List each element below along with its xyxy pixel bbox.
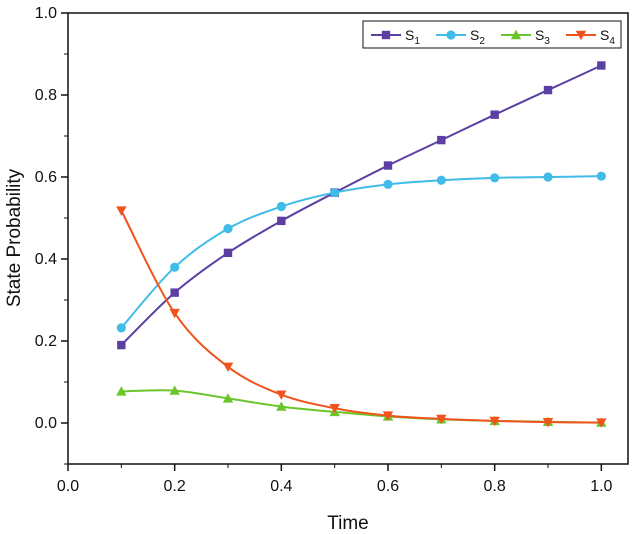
data-point-s3 (276, 401, 287, 411)
x-tick-label: 1.0 (590, 478, 612, 495)
data-point-s4 (169, 308, 180, 319)
data-point-s1 (170, 288, 179, 297)
series-line-s3 (121, 389, 602, 424)
data-point-s1 (437, 135, 446, 145)
x-tick-label: 0.0 (57, 478, 79, 495)
plot-frame (67, 12, 629, 465)
data-point-s4 (382, 411, 394, 421)
y-tick-label: 0.4 (35, 251, 57, 268)
data-point-s4 (276, 390, 287, 400)
legend-item-s4: S4 (566, 27, 615, 47)
x-tick-label: 0.2 (164, 478, 186, 495)
y-axis-ticks: 0.0 0.2 0.4 0.6 0.8 1.0 (35, 5, 68, 465)
data-point-s4 (116, 206, 127, 216)
legend-marker (381, 30, 391, 40)
data-point-s2 (223, 224, 233, 234)
y-tick-label: 1.0 (35, 5, 57, 22)
y-tick-label: 0.6 (35, 169, 57, 186)
data-point-s2 (383, 179, 393, 189)
data-point-s2 (436, 175, 446, 185)
legend-marker (575, 30, 587, 41)
series-s3 (116, 385, 607, 427)
data-point-s2 (330, 187, 340, 198)
x-axis-ticks: 0.0 0.2 0.4 0.6 0.8 1.0 (57, 464, 613, 495)
legend-label: S4 (600, 27, 615, 47)
data-point-s3 (169, 385, 180, 395)
data-point-s1 (383, 161, 393, 170)
data-point-s1 (543, 85, 553, 95)
data-point-s4 (222, 362, 234, 373)
legend-marker (510, 29, 522, 40)
data-point-s4 (436, 414, 447, 425)
data-point-s2 (596, 171, 606, 181)
x-tick-label: 0.8 (484, 478, 506, 495)
series-s1 (117, 61, 606, 350)
series-s2 (116, 171, 606, 333)
data-point-s2 (170, 262, 180, 272)
y-axis-title: State Probability (4, 168, 25, 307)
legend: S1 S2 S3 S4 (362, 20, 622, 49)
data-point-s1 (117, 340, 126, 350)
data-point-s1 (490, 110, 499, 119)
data-point-s4 (596, 418, 607, 428)
y-tick-label: 0.0 (35, 415, 57, 432)
data-point-s1 (597, 61, 606, 70)
data-point-s4 (489, 416, 500, 427)
legend-label: S3 (535, 27, 550, 47)
x-tick-label: 0.6 (377, 478, 399, 495)
x-tick-label: 0.4 (270, 478, 292, 495)
data-point-s2 (490, 173, 500, 183)
series-s4 (116, 206, 607, 428)
data-point-s2 (543, 172, 553, 182)
data-point-s2 (276, 201, 286, 212)
data-point-s4 (329, 404, 340, 414)
series-line-s4 (120, 210, 602, 424)
legend-item-s3: S3 (501, 27, 550, 47)
data-point-s3 (116, 386, 127, 396)
legend-item-s2: S2 (436, 27, 485, 47)
data-point-s2 (116, 323, 126, 333)
data-point-s3 (222, 393, 234, 403)
legend-label: S2 (470, 27, 485, 47)
y-tick-label: 0.2 (35, 333, 57, 350)
y-tick-label: 0.8 (35, 87, 57, 104)
data-point-s1 (223, 248, 233, 258)
series-line-s1 (120, 64, 602, 346)
legend-item-s1: S1 (371, 27, 420, 47)
legend-marker (446, 30, 456, 40)
x-axis-title: Time (327, 513, 369, 534)
series-line-s2 (120, 175, 602, 329)
data-point-s1 (277, 216, 286, 226)
legend-label: S1 (405, 27, 420, 47)
data-point-s4 (542, 417, 554, 428)
series-layer (116, 61, 607, 428)
